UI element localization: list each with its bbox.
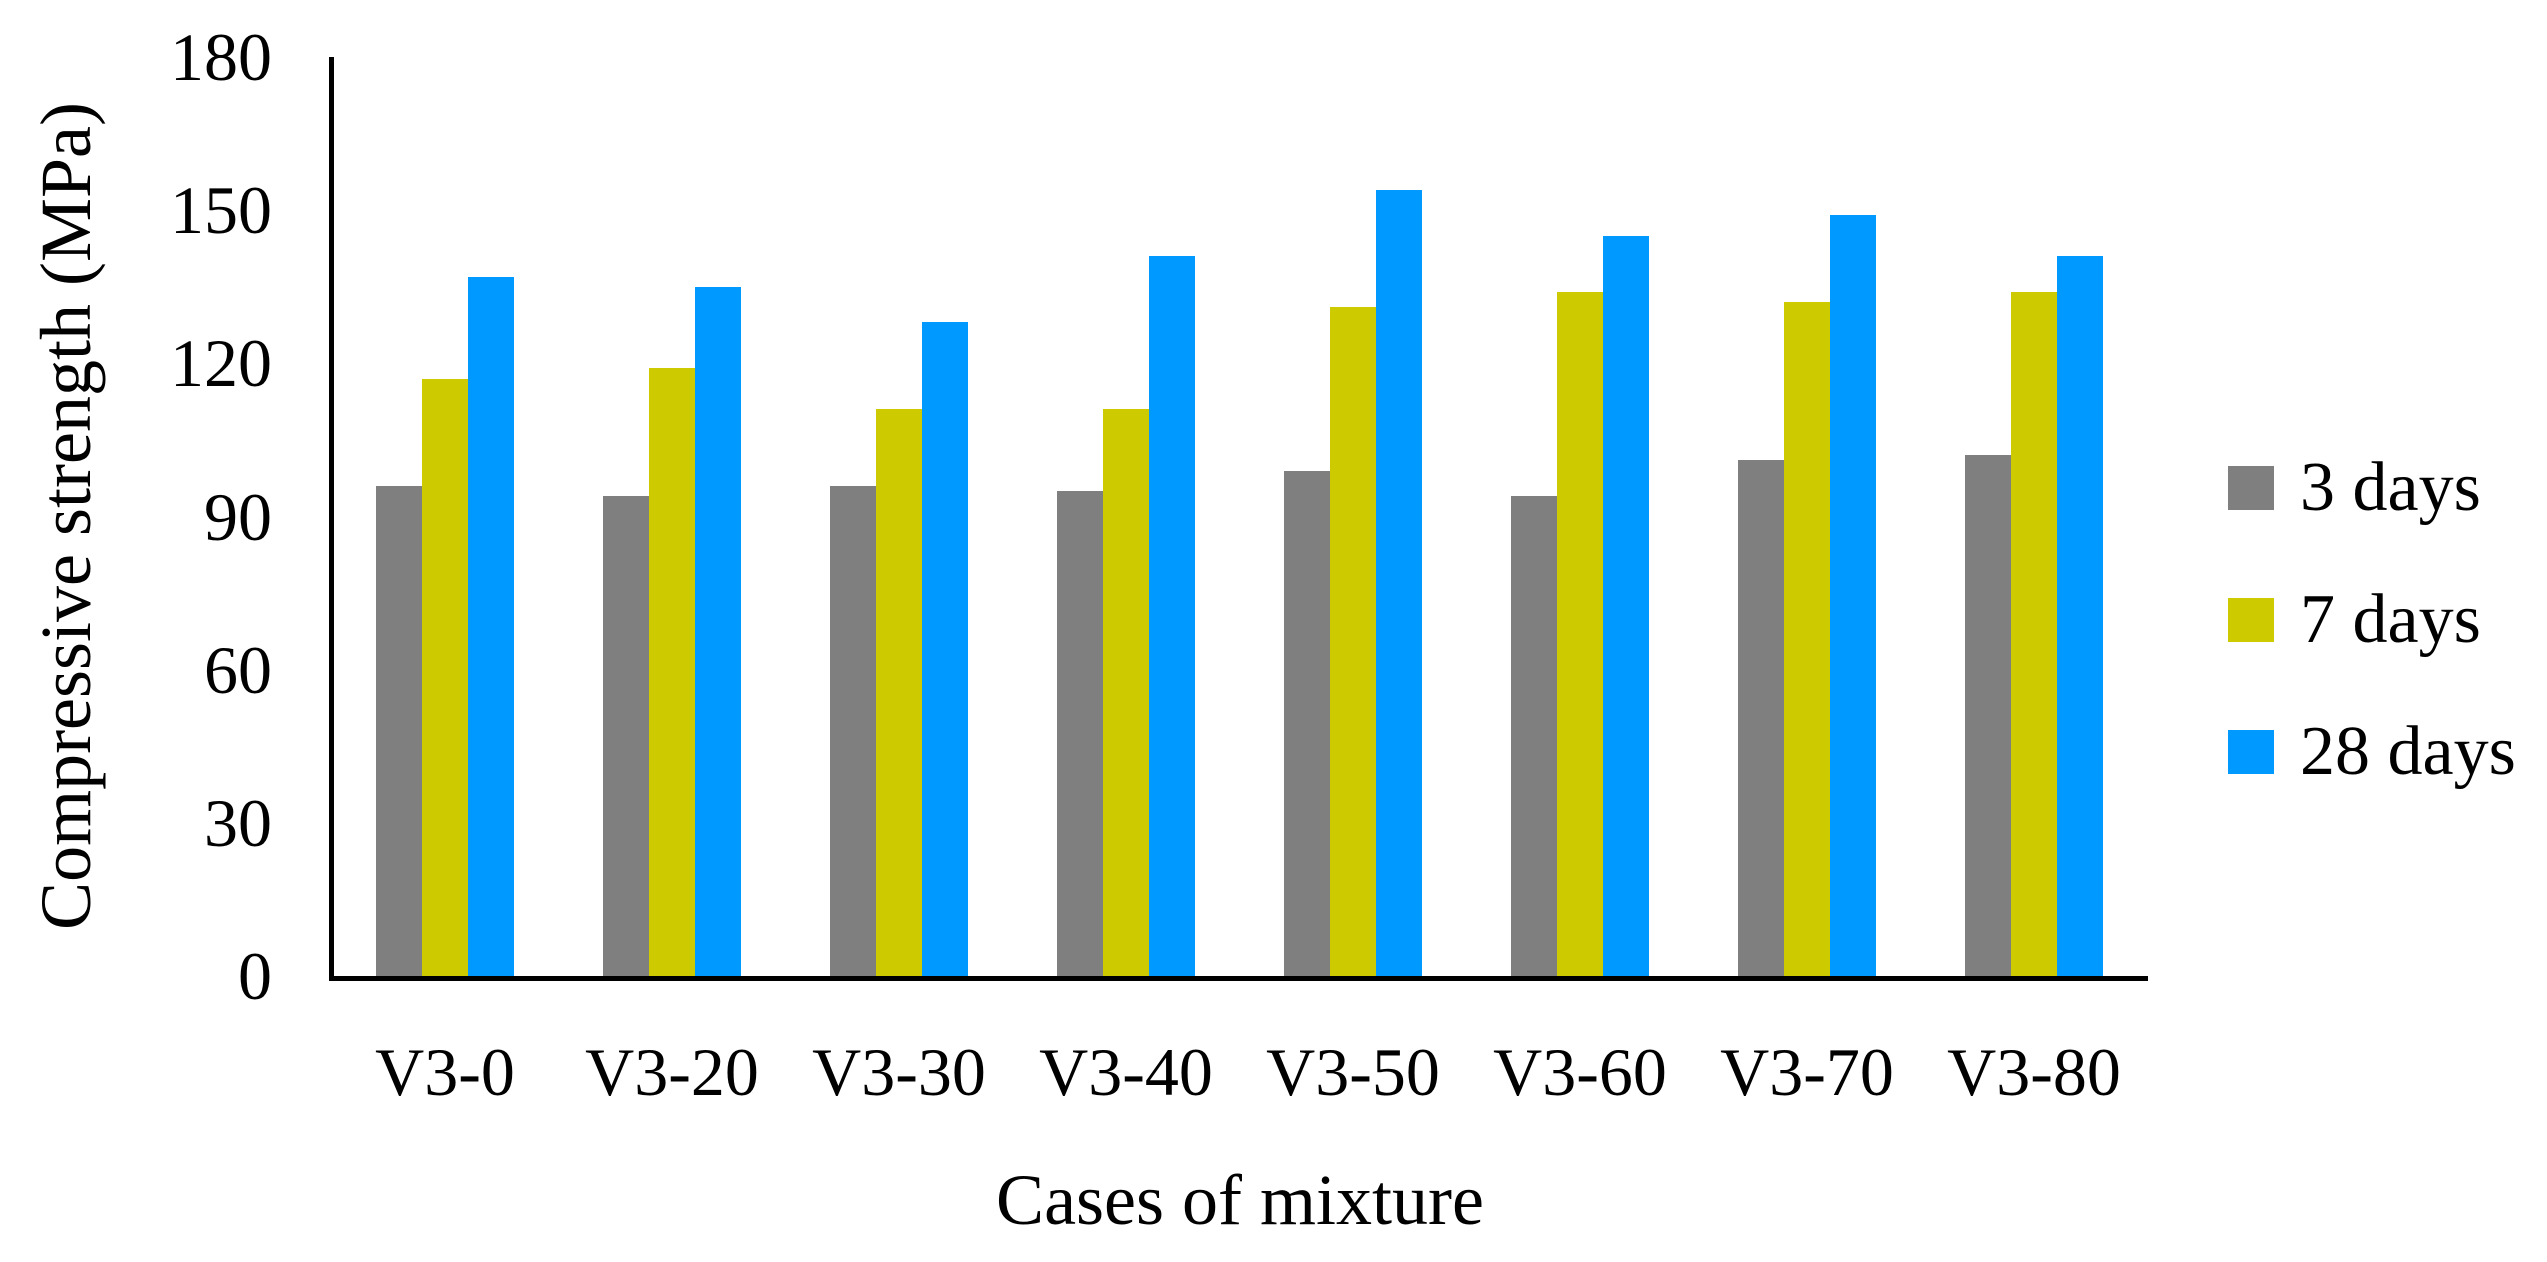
x-axis-line (329, 976, 2148, 981)
bar-v3-20-28-days (695, 287, 741, 976)
x-category-label-v3-40: V3-40 (1039, 1034, 1213, 1110)
x-category-label-v3-60: V3-60 (1493, 1034, 1667, 1110)
x-category-label-v3-70: V3-70 (1720, 1034, 1894, 1110)
x-category-label-v3-30: V3-30 (812, 1034, 986, 1110)
legend-item-7-days: 7 days (2228, 575, 2516, 665)
bar-v3-40-7-days (1103, 409, 1149, 976)
bar-v3-60-7-days (1557, 292, 1603, 976)
legend-item-3-days: 3 days (2228, 443, 2516, 533)
bar-v3-20-3-days (603, 496, 649, 976)
bar-v3-80-7-days (2011, 292, 2057, 976)
bar-v3-0-7-days (422, 379, 468, 976)
bar-v3-20-7-days (649, 368, 695, 976)
bar-v3-50-7-days (1330, 307, 1376, 976)
bar-v3-60-28-days (1603, 236, 1649, 976)
legend-swatch-3-days (2228, 466, 2274, 510)
bar-v3-0-3-days (376, 486, 422, 976)
legend-label-7-days: 7 days (2300, 581, 2481, 658)
bar-v3-60-3-days (1511, 496, 1557, 976)
y-tick-label-120: 120 (170, 325, 272, 401)
bar-v3-40-28-days (1149, 256, 1195, 976)
bar-v3-50-3-days (1284, 471, 1330, 976)
x-category-label-v3-0: V3-0 (375, 1034, 515, 1110)
bar-v3-70-28-days (1830, 215, 1876, 976)
bar-v3-50-28-days (1376, 190, 1422, 976)
y-tick-label-150: 150 (170, 172, 272, 248)
bar-v3-40-3-days (1057, 491, 1103, 976)
bar-v3-70-3-days (1738, 460, 1784, 976)
x-category-label-v3-80: V3-80 (1947, 1034, 2121, 1110)
bar-v3-0-28-days (468, 277, 514, 976)
bar-v3-30-28-days (922, 322, 968, 976)
y-axis-line (329, 57, 334, 981)
legend: 3 days 7 days 28 days (2228, 443, 2516, 839)
legend-item-28-days: 28 days (2228, 707, 2516, 797)
bar-v3-70-7-days (1784, 302, 1830, 976)
y-tick-label-90: 90 (204, 479, 272, 555)
y-tick-label-60: 60 (204, 632, 272, 708)
legend-swatch-7-days (2228, 598, 2274, 642)
y-tick-label-180: 180 (170, 19, 272, 95)
bar-v3-30-3-days (830, 486, 876, 976)
x-category-label-v3-50: V3-50 (1266, 1034, 1440, 1110)
x-axis-title: Cases of mixture (996, 1160, 1484, 1240)
y-tick-label-30: 30 (204, 785, 272, 861)
legend-label-3-days: 3 days (2300, 449, 2481, 526)
legend-label-28-days: 28 days (2300, 713, 2516, 790)
legend-swatch-28-days (2228, 730, 2274, 774)
bar-v3-80-3-days (1965, 455, 2011, 976)
bar-v3-80-28-days (2057, 256, 2103, 976)
y-tick-label-0: 0 (238, 938, 272, 1014)
bar-v3-30-7-days (876, 409, 922, 976)
x-category-label-v3-20: V3-20 (585, 1034, 759, 1110)
